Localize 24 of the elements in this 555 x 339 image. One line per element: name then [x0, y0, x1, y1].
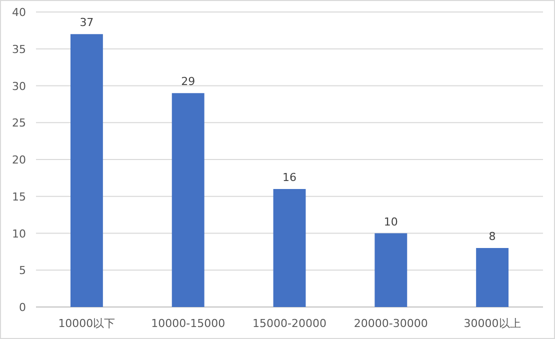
data-label: 37 [80, 16, 94, 30]
x-tick-label: 30000以上 [464, 317, 521, 330]
bar [374, 233, 408, 307]
x-tick-label: 10000以下 [58, 317, 116, 330]
x-tick-label: 10000-15000 [151, 317, 226, 330]
bar [476, 248, 509, 307]
y-tick-label: 25 [12, 116, 26, 130]
x-tick-label: 20000-30000 [354, 317, 428, 330]
x-tick-label: 15000-20000 [252, 317, 326, 330]
y-tick-label: 40 [12, 6, 26, 19]
y-tick-label: 30 [12, 80, 26, 93]
y-tick-label: 10 [12, 227, 26, 240]
y-tick-label: 20 [12, 154, 26, 166]
y-tick-label: 15 [12, 190, 26, 204]
y-tick-label: 5 [19, 264, 26, 278]
y-tick-label: 0 [19, 301, 26, 314]
data-label: 8 [488, 230, 496, 243]
y-tick-label: 35 [12, 42, 26, 56]
bar [273, 189, 306, 307]
bar [70, 34, 103, 307]
data-label: 16 [282, 171, 296, 184]
data-label: 10 [384, 215, 398, 228]
data-label: 29 [181, 75, 196, 88]
bar [172, 93, 204, 307]
